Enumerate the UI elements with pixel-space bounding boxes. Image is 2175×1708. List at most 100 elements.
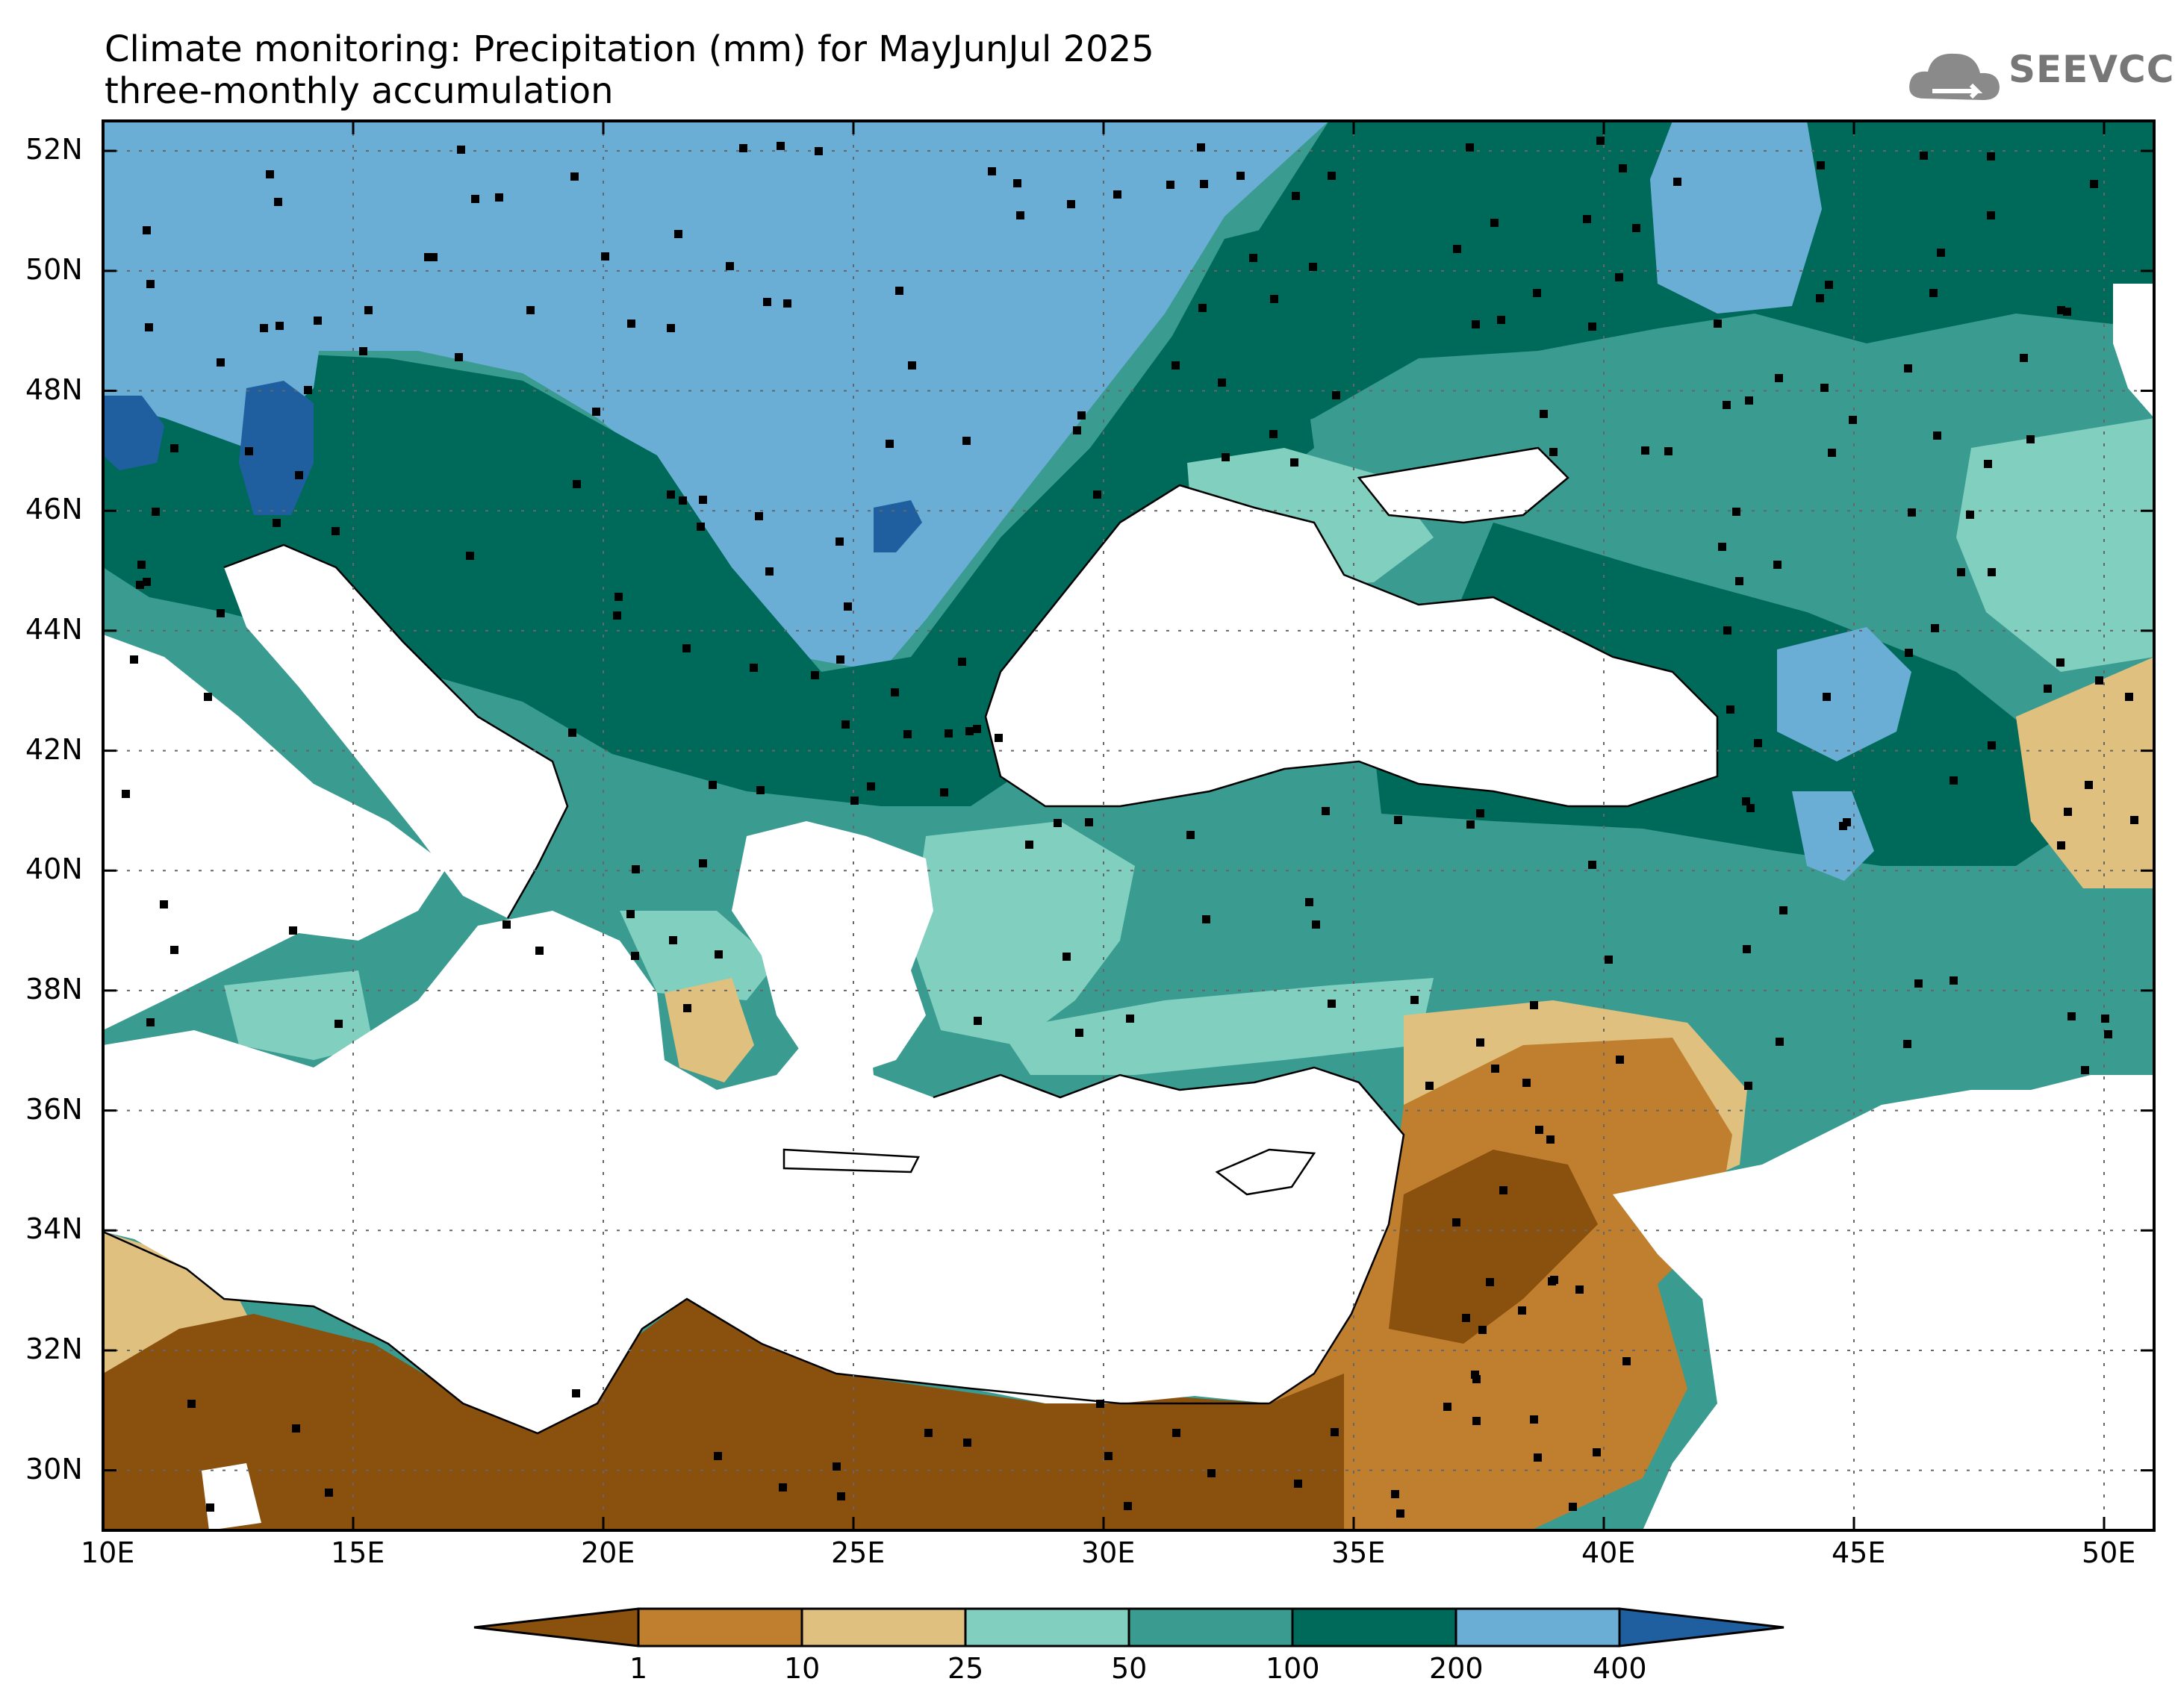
station-marker	[160, 900, 168, 908]
cloud-logo-icon	[1909, 53, 2000, 100]
station-marker	[1530, 1001, 1538, 1009]
colorbar-threshold-label: 100	[1266, 1652, 1320, 1685]
station-marker	[1745, 396, 1753, 405]
station-marker	[763, 298, 771, 306]
station-marker	[1823, 693, 1831, 701]
station-marker	[1452, 1218, 1460, 1227]
station-marker	[130, 655, 138, 664]
station-marker	[466, 552, 474, 560]
station-marker	[1200, 180, 1208, 188]
station-marker	[1391, 1490, 1399, 1498]
station-marker	[974, 1017, 982, 1025]
station-marker	[1486, 1278, 1494, 1286]
colorbar-threshold-label: 10	[784, 1652, 821, 1685]
station-marker	[2067, 1012, 2076, 1020]
station-marker	[886, 440, 894, 448]
colorbar-cell	[1127, 1607, 1294, 1648]
station-marker	[2057, 841, 2065, 850]
station-marker	[1825, 281, 1833, 289]
station-marker	[2063, 308, 2071, 316]
station-marker	[2044, 685, 2052, 693]
station-marker	[614, 593, 623, 601]
station-marker	[1905, 649, 1913, 657]
station-marker	[471, 195, 479, 203]
colorbar-cell	[800, 1607, 967, 1648]
sea-caspian	[2113, 284, 2154, 418]
precip-zone-over-400-romania	[874, 500, 922, 552]
station-marker	[783, 299, 791, 308]
precip-zone-25-50-south-turkey	[1001, 978, 1434, 1075]
station-marker	[779, 1483, 787, 1492]
station-marker	[146, 1018, 155, 1026]
station-marker	[143, 226, 151, 234]
station-marker	[335, 1020, 343, 1028]
station-marker	[2064, 808, 2072, 816]
colorbar-cell	[637, 1607, 803, 1648]
station-marker	[1453, 245, 1461, 253]
station-marker	[1616, 1056, 1624, 1064]
precip-zone-25-50-west-turkey	[911, 821, 1135, 1045]
station-marker	[765, 567, 774, 576]
station-marker	[1085, 818, 1093, 826]
station-marker	[908, 361, 916, 370]
station-marker	[632, 865, 640, 873]
station-marker	[1723, 626, 1731, 635]
station-marker	[1533, 289, 1541, 297]
station-marker	[1077, 411, 1086, 420]
station-marker	[1518, 1306, 1526, 1315]
station-marker	[1075, 1029, 1083, 1037]
station-marker	[811, 671, 819, 679]
station-marker	[631, 952, 639, 960]
station-marker	[1732, 508, 1740, 516]
station-marker	[891, 688, 899, 696]
colorbar-cell	[964, 1607, 1130, 1648]
lon-tick-label: 10E	[81, 1536, 135, 1569]
station-marker	[667, 324, 675, 332]
station-marker	[613, 611, 621, 620]
coastline-north-africa	[103, 1230, 1269, 1435]
station-marker	[1471, 1371, 1479, 1379]
station-marker	[1171, 361, 1180, 370]
lat-tick-label: 46N	[25, 493, 83, 526]
station-marker	[170, 946, 178, 954]
station-marker	[245, 447, 253, 455]
lat-tick-label: 48N	[25, 373, 83, 406]
lon-tick-label: 40E	[1581, 1536, 1636, 1569]
sea-areas	[103, 284, 2154, 1530]
station-marker	[1305, 898, 1313, 906]
station-marker	[1957, 568, 1965, 576]
station-marker	[292, 1424, 300, 1433]
station-marker	[1062, 953, 1071, 961]
station-marker	[2085, 781, 2093, 789]
station-marker	[1546, 1135, 1555, 1144]
station-marker	[683, 1004, 691, 1012]
coastline-adriatic	[223, 543, 569, 919]
station-marker	[1124, 1502, 1132, 1510]
station-marker	[1615, 273, 1623, 281]
station-marker	[314, 317, 322, 325]
colorbar-threshold-label: 25	[948, 1652, 984, 1685]
coastline-cyprus	[1215, 1148, 1316, 1196]
station-marker	[260, 324, 268, 332]
station-marker	[1472, 320, 1480, 328]
station-marker	[145, 323, 153, 331]
station-marker	[1664, 447, 1673, 455]
station-marker	[1113, 190, 1121, 199]
coastline-azov	[1357, 446, 1569, 524]
station-marker	[1776, 1038, 1784, 1046]
station-marker	[1198, 304, 1207, 312]
station-marker	[1828, 449, 1836, 457]
colorbar-threshold-label: 1	[629, 1652, 648, 1685]
station-marker	[1569, 1503, 1577, 1511]
station-marker	[304, 386, 312, 394]
station-marker	[424, 253, 432, 261]
coastline-black-sea	[984, 484, 1719, 808]
station-marker	[833, 1462, 841, 1471]
station-marker	[1908, 508, 1916, 517]
station-marker	[1988, 741, 1996, 749]
station-marker	[276, 322, 284, 330]
station-marker	[750, 664, 758, 672]
station-marker	[1054, 819, 1062, 827]
station-marker	[973, 725, 981, 733]
station-marker	[1207, 1469, 1216, 1477]
